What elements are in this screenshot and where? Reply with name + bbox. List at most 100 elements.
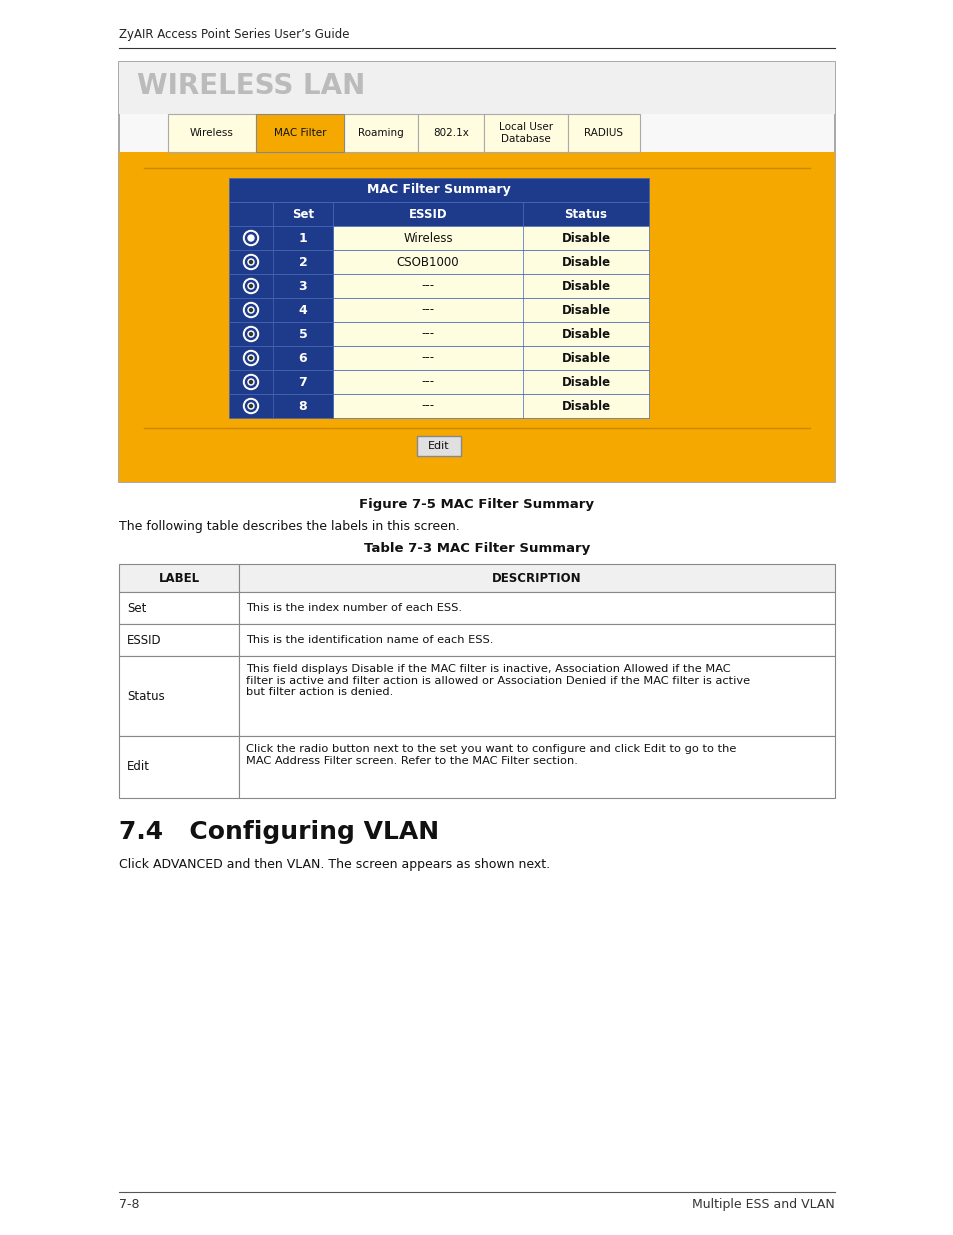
Text: ESSID: ESSID [127, 634, 161, 646]
Bar [255, 114, 344, 152]
Circle shape [245, 377, 256, 388]
Circle shape [245, 400, 256, 411]
Bar [119, 656, 239, 736]
Bar [333, 322, 648, 346]
Circle shape [248, 308, 253, 312]
Circle shape [245, 329, 256, 340]
Bar [229, 178, 648, 203]
Text: ---: --- [421, 375, 435, 389]
Bar [229, 203, 648, 226]
Text: DESCRIPTION: DESCRIPTION [492, 572, 581, 584]
Text: Wireless: Wireless [403, 231, 453, 245]
Text: 2: 2 [298, 256, 307, 268]
Text: ESSID: ESSID [408, 207, 447, 221]
Bar [229, 274, 333, 298]
Bar [119, 564, 239, 592]
Text: Disable: Disable [561, 279, 610, 293]
Bar [333, 370, 648, 394]
Text: 8: 8 [298, 399, 307, 412]
Text: Multiple ESS and VLAN: Multiple ESS and VLAN [692, 1198, 834, 1212]
Bar [168, 114, 255, 152]
Bar [239, 736, 834, 798]
Text: Disable: Disable [561, 231, 610, 245]
Circle shape [250, 405, 253, 408]
Text: Roaming: Roaming [357, 128, 403, 138]
Text: RADIUS: RADIUS [584, 128, 623, 138]
Bar [417, 114, 483, 152]
Bar [229, 249, 333, 274]
Bar [229, 370, 333, 394]
Circle shape [248, 283, 253, 289]
Circle shape [245, 305, 256, 315]
Circle shape [245, 232, 256, 243]
Circle shape [248, 403, 253, 409]
Text: Disable: Disable [561, 352, 610, 364]
Bar [119, 62, 834, 114]
Circle shape [248, 235, 253, 241]
Circle shape [243, 254, 258, 269]
Text: Disable: Disable [561, 327, 610, 341]
Text: 7-8: 7-8 [119, 1198, 139, 1212]
Circle shape [248, 331, 253, 337]
Text: 5: 5 [298, 327, 307, 341]
Text: ZyAIR Access Point Series User’s Guide: ZyAIR Access Point Series User’s Guide [119, 28, 349, 41]
Circle shape [243, 279, 258, 294]
Bar [483, 114, 567, 152]
Bar [416, 436, 460, 456]
Text: The following table describes the labels in this screen.: The following table describes the labels… [119, 520, 459, 534]
Circle shape [245, 257, 256, 268]
Text: WIRELESS LAN: WIRELESS LAN [137, 72, 365, 100]
Text: Edit: Edit [127, 761, 150, 773]
Bar [239, 624, 834, 656]
Circle shape [245, 280, 256, 291]
Text: Set: Set [127, 601, 146, 615]
Bar [333, 394, 648, 417]
Text: Status: Status [127, 689, 165, 703]
Bar [229, 298, 333, 322]
Text: Status: Status [564, 207, 607, 221]
Bar [239, 656, 834, 736]
Bar [119, 592, 239, 624]
Bar [333, 274, 648, 298]
Text: Click the radio button next to the set you want to configure and click Edit to g: Click the radio button next to the set y… [246, 743, 736, 766]
Text: Table 7-3 MAC Filter Summary: Table 7-3 MAC Filter Summary [363, 542, 590, 555]
Text: Figure 7-5 MAC Filter Summary: Figure 7-5 MAC Filter Summary [359, 498, 594, 511]
Text: Wireless: Wireless [190, 128, 233, 138]
Text: Disable: Disable [561, 375, 610, 389]
Bar [333, 226, 648, 249]
Circle shape [243, 231, 258, 246]
Text: 4: 4 [298, 304, 307, 316]
Circle shape [250, 284, 253, 288]
Text: Set: Set [292, 207, 314, 221]
Circle shape [248, 259, 253, 266]
Bar [119, 152, 834, 482]
Text: Disable: Disable [561, 399, 610, 412]
Circle shape [243, 303, 258, 317]
Text: MAC Filter Summary: MAC Filter Summary [367, 184, 511, 196]
Bar [119, 736, 239, 798]
Text: 6: 6 [298, 352, 307, 364]
Bar [119, 62, 834, 482]
Text: Disable: Disable [561, 256, 610, 268]
Text: This field displays Disable if the MAC filter is inactive, Association Allowed i: This field displays Disable if the MAC f… [246, 664, 749, 698]
Circle shape [250, 357, 253, 359]
Circle shape [248, 354, 253, 361]
Circle shape [243, 351, 258, 366]
Bar [333, 298, 648, 322]
Text: ---: --- [421, 399, 435, 412]
Text: CSOB1000: CSOB1000 [396, 256, 458, 268]
Circle shape [250, 261, 253, 263]
Text: ---: --- [421, 327, 435, 341]
Circle shape [245, 352, 256, 363]
Text: Local User
Database: Local User Database [498, 122, 553, 143]
Text: Disable: Disable [561, 304, 610, 316]
Bar [119, 624, 239, 656]
Text: Click ADVANCED and then VLAN. The screen appears as shown next.: Click ADVANCED and then VLAN. The screen… [119, 858, 550, 871]
Text: ---: --- [421, 352, 435, 364]
Bar [229, 226, 333, 249]
Text: Edit: Edit [428, 441, 450, 451]
Bar [229, 346, 333, 370]
Text: LABEL: LABEL [158, 572, 199, 584]
Text: 3: 3 [298, 279, 307, 293]
Bar [229, 394, 333, 417]
